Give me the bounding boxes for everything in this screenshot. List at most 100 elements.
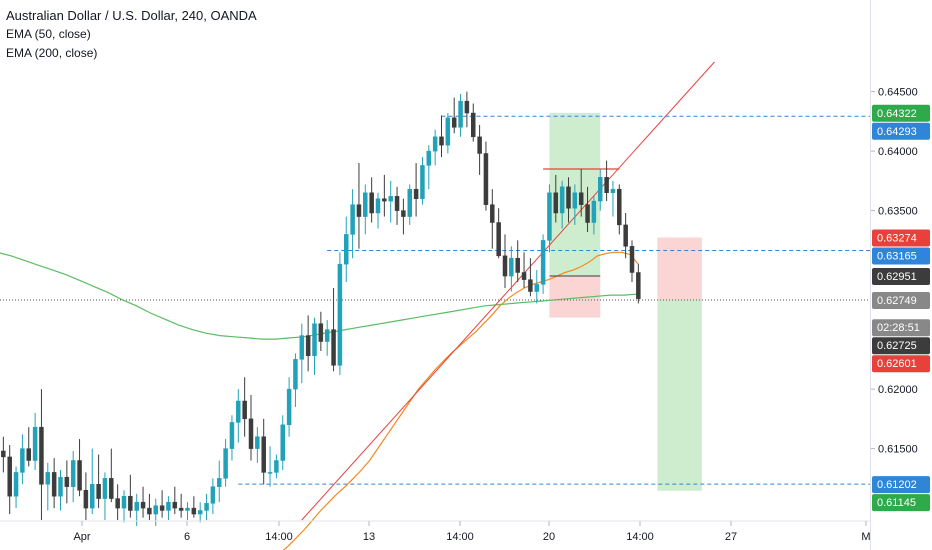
candle-down bbox=[356, 204, 362, 217]
candle-down bbox=[502, 255, 508, 277]
candle-up bbox=[445, 117, 451, 146]
candle-down bbox=[178, 507, 184, 511]
x-tick-label: 27 bbox=[725, 531, 737, 543]
candle-up bbox=[388, 196, 393, 202]
candle-up bbox=[426, 150, 432, 166]
price-label-bg bbox=[872, 229, 930, 247]
ema200-line bbox=[0, 252, 639, 340]
candles bbox=[1, 91, 641, 526]
candle-up bbox=[134, 501, 139, 511]
candle-up bbox=[153, 505, 158, 515]
candle-down bbox=[318, 323, 324, 342]
candle-down bbox=[39, 426, 44, 485]
candle-down bbox=[83, 490, 89, 509]
price-label-text: 02:28:51 bbox=[877, 322, 920, 334]
candle-up bbox=[363, 192, 368, 217]
price-label-text: 0.64293 bbox=[877, 126, 917, 138]
candle-down bbox=[528, 279, 533, 292]
candle-down bbox=[115, 498, 120, 509]
candle-down bbox=[604, 177, 609, 194]
x-tick-label: 14:00 bbox=[626, 531, 654, 543]
candle-up bbox=[280, 424, 285, 461]
y-tick-label: 0.62000 bbox=[878, 384, 918, 396]
candle-up bbox=[312, 323, 317, 357]
candle-down bbox=[382, 198, 387, 202]
candle-up bbox=[45, 472, 51, 485]
candle-down bbox=[578, 192, 584, 205]
candle-down bbox=[483, 153, 489, 205]
candle-up bbox=[534, 284, 539, 292]
price-label-bg bbox=[872, 476, 930, 494]
candle-up bbox=[185, 507, 190, 511]
price-labels: 0.64322 0.64293 0.63274 0.63165 0.62951 0.627… bbox=[872, 104, 930, 512]
candle-down bbox=[140, 501, 146, 509]
price-label-text: 0.62951 bbox=[877, 271, 917, 283]
candle-up bbox=[217, 478, 222, 487]
candle-down bbox=[464, 100, 470, 114]
x-tick-label: 20 bbox=[543, 531, 555, 543]
candle-down bbox=[26, 448, 31, 461]
y-tick-label: 0.64000 bbox=[878, 146, 918, 158]
candle-down bbox=[451, 117, 457, 128]
time-axis: Apr 6 14:00 13 14:00 20 14:00 27 M bbox=[0, 520, 871, 543]
candle-up bbox=[591, 200, 597, 223]
price-label-bg bbox=[872, 355, 930, 373]
candle-up bbox=[90, 484, 95, 509]
price-label-bg bbox=[872, 122, 930, 140]
candle-up bbox=[210, 486, 216, 504]
candle-down bbox=[566, 186, 571, 209]
candle-down bbox=[191, 507, 197, 515]
price-label-text: 0.62601 bbox=[877, 358, 917, 370]
candle-down bbox=[629, 246, 635, 273]
ema50-legend: EMA (50, close) bbox=[6, 27, 91, 41]
candle-down bbox=[242, 400, 247, 420]
candle-down bbox=[1, 450, 6, 458]
candle-up bbox=[58, 476, 63, 497]
loss-zone bbox=[657, 237, 702, 300]
candle-down bbox=[51, 472, 57, 497]
candle-down bbox=[477, 136, 482, 154]
candle-up bbox=[197, 510, 203, 515]
candle-up bbox=[458, 100, 463, 128]
ema200-legend: EMA (200, close) bbox=[6, 46, 98, 60]
candle-down bbox=[496, 222, 501, 257]
y-tick-label: 0.63500 bbox=[878, 206, 918, 218]
x-tick-label: M bbox=[861, 531, 870, 543]
candle-up bbox=[286, 388, 292, 426]
candle-down bbox=[623, 224, 628, 247]
y-tick-label: 0.61500 bbox=[878, 444, 918, 456]
candle-up bbox=[166, 501, 171, 511]
price-label-text: 0.62725 bbox=[877, 340, 917, 352]
price-label-bg bbox=[872, 247, 930, 265]
candle-down bbox=[261, 436, 266, 473]
candle-up bbox=[13, 472, 19, 497]
candle-up bbox=[375, 198, 381, 214]
x-tick-label: 14:00 bbox=[265, 531, 293, 543]
trend-line bbox=[301, 61, 715, 521]
candle-down bbox=[128, 495, 133, 511]
price-label-bg bbox=[872, 104, 930, 122]
candle-up bbox=[32, 426, 38, 461]
candle-down bbox=[159, 505, 165, 511]
candle-up bbox=[407, 188, 412, 217]
horizontal-lines bbox=[238, 115, 870, 485]
candle-up bbox=[70, 460, 76, 487]
price-label-text: 0.61202 bbox=[877, 479, 917, 491]
candle-down bbox=[77, 460, 82, 491]
price-label-bg bbox=[872, 267, 930, 285]
candle-down bbox=[401, 210, 406, 217]
candle-down bbox=[471, 112, 476, 138]
candle-down bbox=[305, 335, 311, 357]
price-label-text: 0.63274 bbox=[877, 233, 917, 245]
price-axis-separator bbox=[870, 0, 871, 550]
candle-down bbox=[96, 484, 101, 499]
candle-up bbox=[540, 240, 546, 285]
candle-up bbox=[255, 436, 260, 449]
symbol-title: Australian Dollar / U.S. Dollar, 240, OA… bbox=[6, 8, 257, 23]
price-label-bg bbox=[872, 337, 930, 355]
price-label-bg bbox=[872, 319, 930, 337]
candle-up bbox=[274, 460, 279, 473]
candle-down bbox=[490, 204, 495, 223]
